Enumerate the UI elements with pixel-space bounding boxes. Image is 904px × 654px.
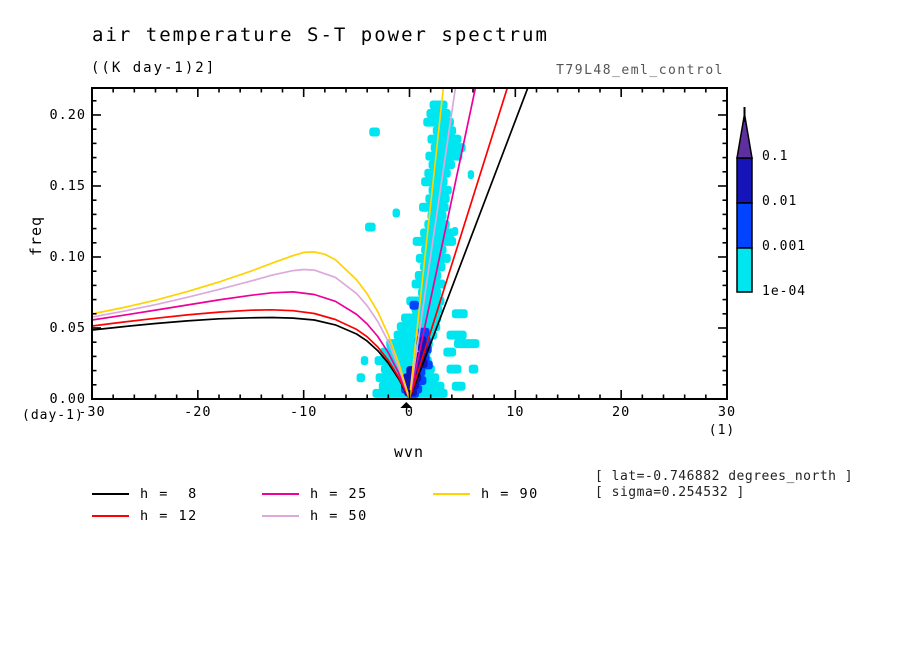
- spectral-power-band-cyan: [425, 151, 463, 161]
- dispersion-curve-h90: [92, 88, 445, 399]
- legend-label-h90: h = 90: [481, 486, 539, 502]
- spectral-power-band-cyan: [415, 253, 451, 263]
- x-tick-label-10: 10: [506, 404, 525, 420]
- y-tick-label-0.20: 0.20: [49, 106, 86, 123]
- dispersion-curve-h8: [92, 88, 529, 399]
- colorbar-segment: [736, 247, 753, 293]
- y-tick-label-0.15: 0.15: [49, 177, 86, 194]
- spectral-power-band-cyan: [432, 126, 457, 136]
- spectral-power-band-cyan: [420, 228, 456, 238]
- colorbar-label-0.01: 0.01: [762, 194, 798, 209]
- spectral-power-band-cyan: [424, 168, 451, 178]
- spectral-power-band-cyan: [429, 100, 448, 110]
- spectral-power-band-cyan: [396, 322, 441, 332]
- x-tick-label--30: -30: [78, 404, 106, 420]
- spectral-power-band-cyan: [412, 236, 457, 246]
- spectral-power-band-cyan: [426, 109, 451, 119]
- x-axis-unit-label: (1): [708, 423, 736, 438]
- y-tick-label-0.00: 0.00: [49, 391, 86, 407]
- chart-units-subtitle: ((K day-1)2]: [91, 60, 217, 76]
- spectral-power-band-cyan: [420, 262, 446, 272]
- spectral-power-band-cyan: [369, 127, 380, 137]
- spectral-power-band-cyan: [424, 219, 450, 229]
- spectral-power-band-cyan: [360, 356, 369, 366]
- legend-item-h8: h = 8: [92, 486, 198, 502]
- spectral-power-band-cyan: [443, 347, 457, 357]
- x-tick-label-0: 0: [404, 404, 415, 420]
- x-tick-label--10: -10: [289, 404, 318, 420]
- chart-title: air temperature S-T power spectrum: [92, 24, 549, 46]
- legend-swatch-h50: [262, 515, 299, 517]
- dispersion-curve-h12: [92, 88, 509, 399]
- spectral-power-band-cyan: [453, 339, 480, 349]
- x-axis-label: wvn: [393, 443, 425, 461]
- y-tick-label-0.05: 0.05: [49, 319, 86, 336]
- colorbar-label-0.001: 0.001: [762, 239, 807, 254]
- spectral-power-band-cyan: [423, 117, 454, 127]
- spectral-power-band-blue: [409, 300, 420, 310]
- legend-label-h25: h = 25: [310, 486, 368, 502]
- spectral-power-band-cyan: [446, 364, 462, 374]
- legend-item-h90: h = 90: [433, 486, 539, 502]
- spectral-power-band-cyan: [427, 134, 462, 144]
- spectral-power-band-cyan: [425, 194, 450, 204]
- spectral-power-band-cyan: [451, 309, 468, 319]
- colorbar-segment: [736, 202, 753, 249]
- spectral-power-band-cyan: [419, 202, 449, 212]
- spectral-power-band-cyan: [392, 208, 400, 218]
- legend-label-h50: h = 50: [310, 508, 368, 524]
- spectral-power-band-cyan: [430, 143, 466, 153]
- legend-swatch-h8: [92, 493, 129, 495]
- origin-marker: [400, 402, 413, 408]
- legend-item-h50: h = 50: [262, 508, 368, 524]
- x-tick-label--20: -20: [184, 404, 212, 420]
- legend-swatch-h12: [92, 515, 129, 517]
- colorbar-label-0.1: 0.1: [762, 149, 789, 164]
- legend-swatch-h90: [433, 493, 470, 495]
- colorbar-arrow: [736, 113, 753, 159]
- experiment-run-label: T79L48_eml_control: [556, 63, 724, 78]
- spectral-power-band-cyan: [421, 177, 448, 187]
- spectral-power-band-cyan: [417, 287, 442, 297]
- legend-label-h12: h = 12: [140, 508, 198, 524]
- legend-item-h12: h = 12: [92, 508, 198, 524]
- dispersion-curve-h25: [92, 88, 477, 399]
- spectral-power-band-cyan: [468, 364, 479, 374]
- spectral-power-band-cyan: [446, 330, 467, 340]
- spectral-power-band-cyan: [467, 170, 475, 180]
- spectral-power-band-cyan: [356, 373, 366, 383]
- sigma-annotation: [ sigma=0.254532 ]: [595, 485, 745, 500]
- legend-label-h8: h = 8: [140, 486, 198, 502]
- legend-swatch-h25: [262, 493, 299, 495]
- y-axis-label: freq: [27, 215, 45, 257]
- y-axis-unit-label: (day-1): [22, 408, 84, 423]
- colorbar-segment: [736, 157, 753, 204]
- colorbar-label-1e-04: 1e-04: [762, 284, 807, 299]
- spectral-power-band-cyan: [451, 381, 466, 391]
- latitude-annotation: [ lat=-0.746882 degrees_north ]: [595, 469, 854, 484]
- dispersion-curve-h50: [92, 88, 457, 399]
- y-tick-label-0.10: 0.10: [49, 248, 86, 265]
- plot-marks-group: [92, 88, 529, 399]
- x-tick-label-30: 30: [717, 404, 737, 420]
- spectral-power-band-cyan: [365, 222, 376, 232]
- spectral-power-band-cyan: [428, 160, 456, 170]
- spectral-power-band-cyan: [411, 279, 446, 289]
- legend-item-h25: h = 25: [262, 486, 368, 502]
- x-tick-label-20: 20: [612, 404, 631, 420]
